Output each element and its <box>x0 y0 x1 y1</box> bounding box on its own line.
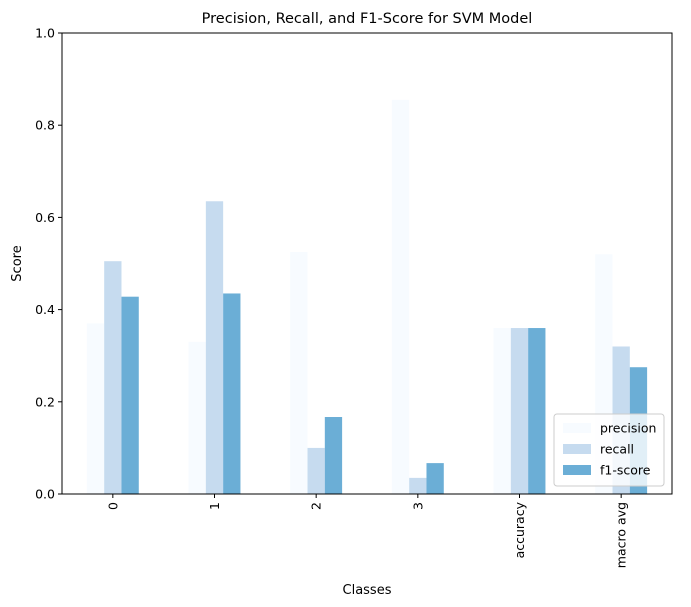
bar-f1-score-2 <box>324 417 343 494</box>
x-axis-label: Classes <box>343 583 392 598</box>
bars-group <box>86 99 648 494</box>
x-tick-label: 0 <box>105 502 120 510</box>
chart-title: Precision, Recall, and F1-Score for SVM … <box>202 11 533 27</box>
y-tick-label: 0.0 <box>35 487 55 502</box>
bar-recall-2 <box>307 447 325 494</box>
y-tick-label: 0.2 <box>35 394 55 409</box>
y-tick-label: 0.4 <box>35 302 55 317</box>
x-tick-label: 3 <box>410 502 425 510</box>
y-tick-label: 0.6 <box>35 210 55 225</box>
y-tick-label: 1.0 <box>35 26 55 41</box>
bar-precision-2 <box>290 251 308 494</box>
x-axis-ticks: 0 1 2 3 accuracy macro avg <box>105 494 629 568</box>
legend-swatch-f1-score <box>563 465 591 475</box>
y-axis-ticks: 0.0 0.2 0.4 0.6 0.8 1.0 <box>35 26 62 502</box>
legend-label-precision: precision <box>600 421 656 436</box>
x-tick-label: accuracy <box>512 501 527 558</box>
legend-label-f1-score: f1-score <box>600 463 651 478</box>
bar-f1-score-3 <box>426 463 444 494</box>
bar-precision-3 <box>391 99 410 494</box>
legend: precision recall f1-score <box>553 413 665 487</box>
bar-f1-score-accuracy <box>528 328 546 494</box>
axes-frame <box>61 32 673 495</box>
bar-recall-1 <box>205 201 224 494</box>
bar-recall-3 <box>409 477 427 494</box>
x-tick-label: 1 <box>207 502 222 510</box>
x-tick-label: macro avg <box>614 502 629 568</box>
legend-swatch-recall <box>563 444 591 454</box>
y-tick-label: 0.8 <box>35 118 55 133</box>
bar-recall-accuracy <box>510 328 529 494</box>
legend-swatch-precision <box>563 423 591 433</box>
y-axis-label: Score <box>10 245 25 281</box>
bar-recall-0 <box>104 261 122 494</box>
bar-precision-0 <box>86 323 105 494</box>
bar-precision-accuracy <box>493 328 511 494</box>
bar-precision-1 <box>188 341 206 494</box>
bar-f1-score-1 <box>223 293 241 494</box>
legend-label-recall: recall <box>600 442 634 457</box>
bar-f1-score-0 <box>121 296 139 494</box>
x-tick-label: 2 <box>309 502 324 510</box>
